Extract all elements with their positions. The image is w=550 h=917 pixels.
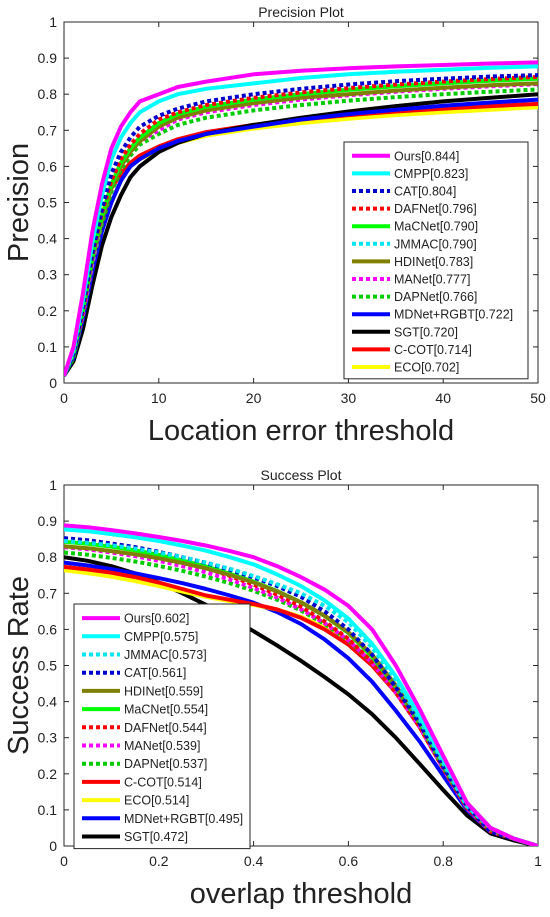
y-tick-label: 0.5 <box>38 195 58 211</box>
x-tick-label: 0.4 <box>244 853 264 869</box>
y-tick-label: 0.2 <box>38 303 58 319</box>
series-line-ours <box>64 60 538 377</box>
legend-label: SGT[0.720] <box>394 325 458 339</box>
legend-label: DAPNet[0.537] <box>124 757 207 771</box>
y-axis-label: Success Rate <box>3 576 35 755</box>
x-axis-label: Location error threshold <box>148 415 454 447</box>
y-tick-label: 0.6 <box>38 621 58 637</box>
x-tick-label: 0.6 <box>339 853 359 869</box>
series-line-sgt <box>64 92 538 377</box>
series-line-ours <box>64 523 538 846</box>
y-tick-label: 0.2 <box>38 766 58 782</box>
series-line-dafnet <box>64 74 538 377</box>
series-line-jmmac <box>64 539 538 846</box>
legend-label: CMPP[0.823] <box>394 167 468 181</box>
x-tick-label: 0.2 <box>149 853 169 869</box>
legend: Ours[0.602] CMPP[0.575] JMMAC[0.573] CAT[0.… <box>73 603 251 850</box>
chart-title: Precision Plot <box>258 4 344 20</box>
y-tick-label: 1 <box>49 477 57 493</box>
x-tick-label: 40 <box>435 390 451 406</box>
legend-label: C-COT[0.714] <box>394 343 472 357</box>
chart-title: Success Plot <box>261 467 342 483</box>
legend-label: SGT[0.472] <box>124 830 188 844</box>
legend-label: MDNet+RGBT[0.495] <box>124 812 243 826</box>
y-tick-label: 0.1 <box>38 339 58 355</box>
series-line-dapnet <box>64 87 538 377</box>
x-tick-label: 20 <box>246 390 262 406</box>
legend-label: Ours[0.844] <box>394 149 459 163</box>
y-tick-label: 0.7 <box>38 585 58 601</box>
y-tick-label: 0.8 <box>38 86 58 102</box>
x-tick-label: 10 <box>151 390 167 406</box>
y-tick-label: 0.8 <box>38 549 58 565</box>
legend-label: MaCNet[0.790] <box>394 220 478 234</box>
x-tick-label: 0 <box>60 390 68 406</box>
legend-label: DAPNet[0.766] <box>394 290 477 304</box>
y-tick-label: 0.6 <box>38 158 58 174</box>
chart-1: Precision Plot 0 0.1 0.2 0.3 0.4 0.5 0.6 0.7 0.8 0… <box>3 4 546 447</box>
legend-label: MANet[0.777] <box>394 273 470 287</box>
legend-label: Ours[0.602] <box>124 612 189 626</box>
y-tick-label: 0 <box>49 375 57 391</box>
legend-label: MANet[0.539] <box>124 739 200 753</box>
legend-label: DAFNet[0.796] <box>394 202 477 216</box>
y-tick-label: 0 <box>49 838 57 854</box>
legend-label: JMMAC[0.573] <box>124 648 207 662</box>
x-tick-label: 0.8 <box>433 853 453 869</box>
x-tick-label: 30 <box>341 390 357 406</box>
y-tick-label: 0.9 <box>38 50 58 66</box>
series-lines <box>64 60 538 377</box>
legend-label: CMPP[0.575] <box>124 630 198 644</box>
y-tick-label: 0.4 <box>38 231 58 247</box>
y-axis-label: Precision <box>3 143 35 262</box>
y-tick-label: 0.9 <box>38 513 58 529</box>
x-tick-label: 1 <box>534 853 542 869</box>
y-tick-label: 0.5 <box>38 658 58 674</box>
legend-label: CAT[0.804] <box>394 185 456 199</box>
legend-label: MaCNet[0.554] <box>124 703 208 717</box>
legend-label: C-COT[0.514] <box>124 775 202 789</box>
legend-label: ECO[0.702] <box>394 361 459 375</box>
legend-label: HDINet[0.783] <box>394 255 473 269</box>
y-tick-label: 0.3 <box>38 267 58 283</box>
legend-label: MDNet+RGBT[0.722] <box>394 308 513 322</box>
chart-2: Success Plot 0 0.1 0.2 0.3 0.4 0.5 0.6 0.7 0.8 0.9… <box>3 467 542 910</box>
series-lines <box>64 523 538 846</box>
y-tick-label: 0.1 <box>38 802 58 818</box>
y-tick-label: 0.3 <box>38 730 58 746</box>
series-line-manet <box>64 545 538 846</box>
legend-label: ECO[0.514] <box>124 794 189 808</box>
y-tick-label: 0.7 <box>38 122 58 138</box>
x-axis-label: overlap threshold <box>190 878 412 910</box>
y-tick-label: 0.4 <box>38 694 58 710</box>
legend-label: CAT[0.561] <box>124 666 186 680</box>
x-tick-label: 0 <box>60 853 68 869</box>
legend-label: DAFNet[0.544] <box>124 721 207 735</box>
legend-label: HDINet[0.559] <box>124 684 203 698</box>
legend-label: JMMAC[0.790] <box>394 237 477 251</box>
y-tick-label: 1 <box>49 14 57 30</box>
legend: Ours[0.844] CMPP[0.823] CAT[0.804] DAFNet[0… <box>343 141 529 380</box>
x-tick-label: 50 <box>530 390 546 406</box>
